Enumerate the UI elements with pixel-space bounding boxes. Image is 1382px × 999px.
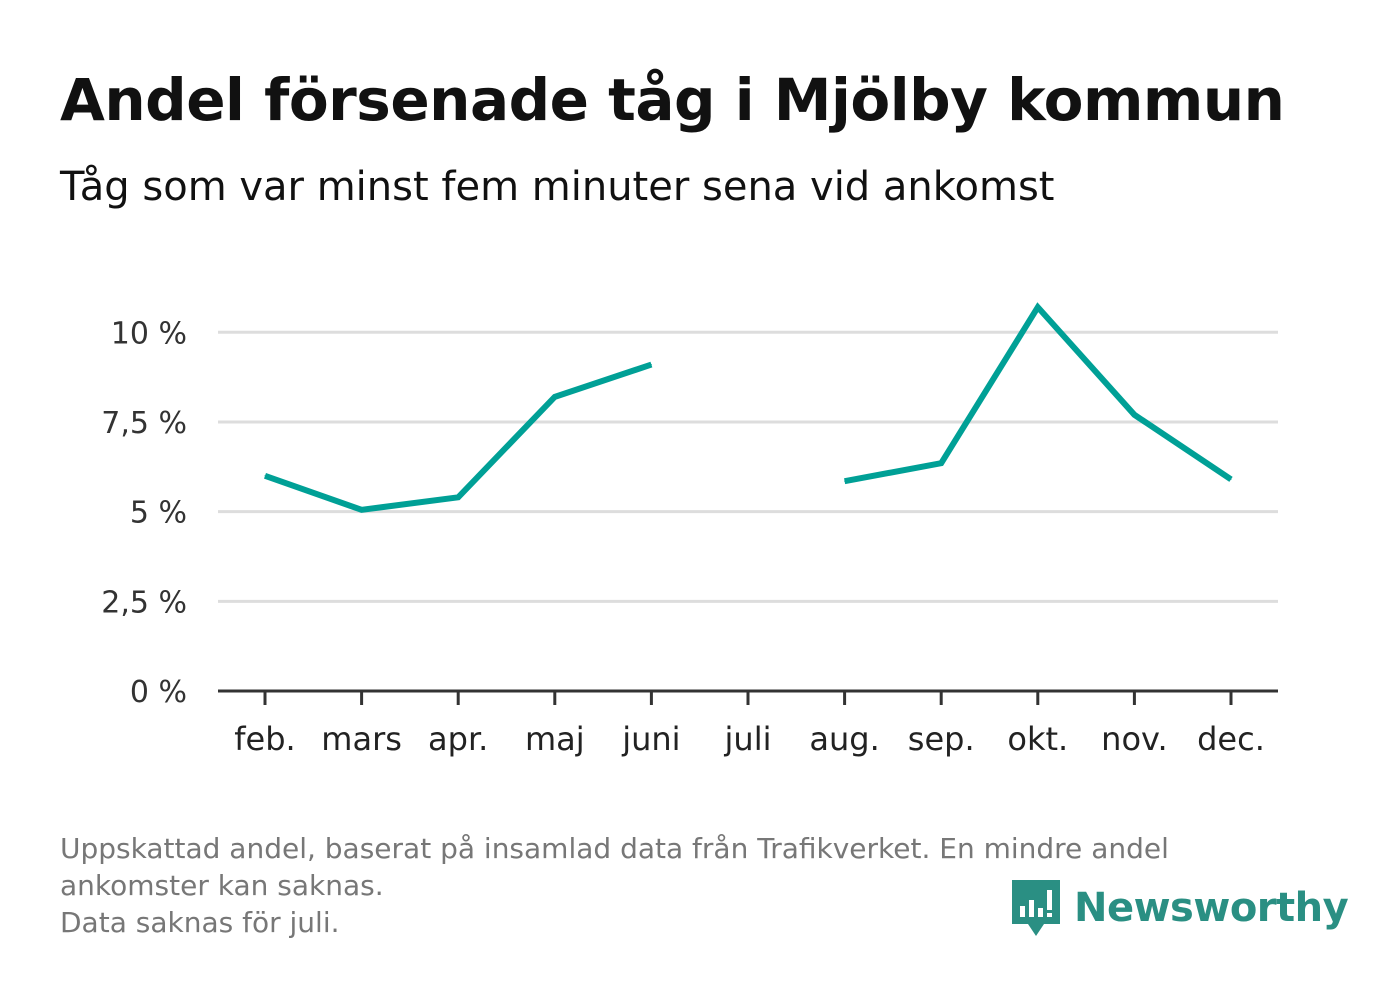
x-tick-label: maj — [525, 720, 585, 758]
brand-logo: Newsworthy — [1010, 878, 1349, 938]
footnote: Uppskattad andel, baserat på insamlad da… — [60, 830, 1310, 941]
x-tick-label: apr. — [428, 720, 488, 758]
footnote-line-3: Data saknas för juli. — [60, 906, 340, 939]
data-point — [940, 462, 942, 464]
x-tick-label: sep. — [908, 720, 975, 758]
data-point — [1230, 478, 1232, 480]
data-point — [1133, 414, 1135, 416]
data-point — [361, 509, 363, 511]
y-tick-label: 7,5 % — [101, 406, 187, 441]
y-tick-label: 10 % — [111, 316, 187, 351]
x-tick-label: okt. — [1007, 720, 1068, 758]
data-point — [457, 496, 459, 498]
x-tick-label: feb. — [234, 720, 295, 758]
line-chart: 0 % 2,5 % 5 % 7,5 % 10 % feb. mars apr. maj juni… — [101, 302, 1278, 758]
y-tick-label: 0 % — [130, 675, 187, 710]
x-tick-label: dec. — [1197, 720, 1265, 758]
data-point — [844, 480, 846, 482]
x-axis: feb. mars apr. maj juni juli aug. sep. okt. nov. d… — [218, 689, 1278, 758]
x-tick-label: nov. — [1101, 720, 1167, 758]
y-tick-label: 2,5 % — [101, 585, 187, 620]
data-point — [554, 396, 556, 398]
x-tick-label: aug. — [809, 720, 879, 758]
chart-title: Andel försenade tåg i Mjölby kommun — [60, 66, 1285, 134]
footnote-line-2: ankomster kan saknas. — [60, 869, 384, 902]
data-point — [650, 364, 652, 366]
series-line-segment — [264, 361, 653, 513]
chart-subtitle: Tåg som var minst fem minuter sena vid a… — [60, 164, 1055, 210]
x-tick-label: juli — [724, 720, 772, 758]
brand-name: Newsworthy — [1074, 885, 1349, 931]
footnote-line-1: Uppskattad andel, baserat på insamlad da… — [60, 832, 1169, 865]
newsworthy-logo-icon — [1012, 880, 1060, 936]
gridlines — [218, 330, 1278, 603]
series-layer — [264, 302, 1233, 513]
data-point — [1037, 306, 1039, 308]
x-tick-label: mars — [321, 720, 402, 758]
y-tick-label: 5 % — [130, 496, 187, 531]
x-tick-label: juni — [621, 720, 680, 758]
y-axis-ticks: 0 % 2,5 % 5 % 7,5 % 10 % — [101, 316, 187, 710]
data-point — [264, 475, 266, 477]
